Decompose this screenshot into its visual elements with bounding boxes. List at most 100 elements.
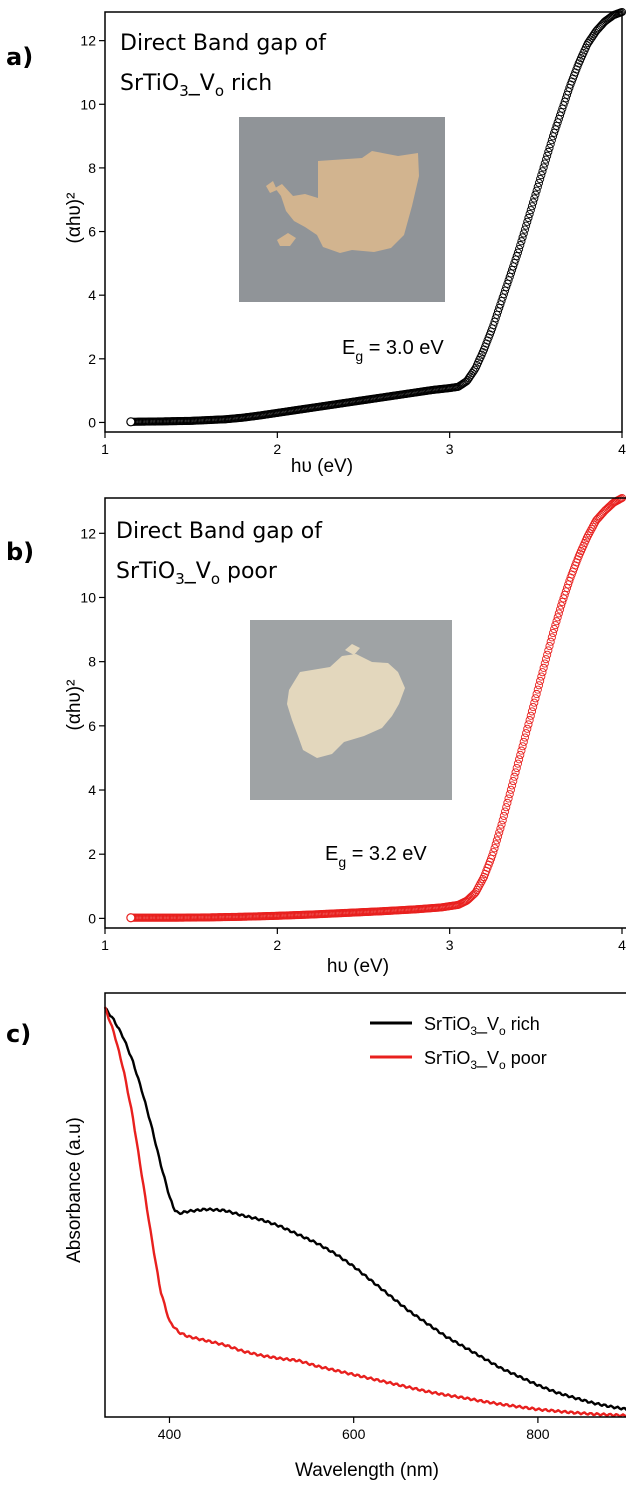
panel-b-data-point <box>554 609 563 618</box>
panel-a-ytick-label: 0 <box>88 414 96 430</box>
panel-a-data-point <box>522 221 531 230</box>
panel-a-data-point <box>502 283 511 292</box>
panel-a-ytick-label: 2 <box>88 351 96 367</box>
legend-label-poor: SrTiO3_Vo poor <box>424 1048 547 1072</box>
panel-b-data-point <box>562 583 572 592</box>
panel-a-xtick-label: 3 <box>446 441 454 457</box>
panel-a-data-point <box>501 286 510 295</box>
panel-a-data-point <box>527 202 537 211</box>
panel-b-data-point <box>499 811 508 820</box>
panel-a-data-point <box>511 255 520 264</box>
legend-poor-suffix: poor <box>506 1048 547 1068</box>
panel-c-xtick-label: 800 <box>526 1426 550 1442</box>
panel-a-data-point <box>548 132 558 141</box>
panel-b-title-mid: _V <box>184 559 211 584</box>
panel-c-series-poor-line <box>103 1006 626 1418</box>
panel-b-data-point <box>527 707 537 716</box>
panel-b-data-point <box>531 694 540 703</box>
panel-b-annotation-line1: Direct Band gap of <box>116 519 323 544</box>
panel-b-xticks: 1 2 3 4 <box>101 928 626 953</box>
panel-a-data-point <box>523 217 532 226</box>
panel-b-data-point <box>540 659 549 668</box>
panel-a-data-point <box>498 293 507 302</box>
panel-a-title-mid: _V <box>188 71 215 96</box>
panel-b-data-point <box>585 529 594 538</box>
panel-b-ytick-label: 12 <box>80 525 96 541</box>
panel-b-data-point <box>544 646 553 655</box>
panel-b-data-point <box>471 888 480 897</box>
panel-a-data-point <box>539 163 548 172</box>
panel-a-eg-value: = 3.0 eV <box>363 337 444 359</box>
panel-b-data-point <box>522 729 531 738</box>
panel-a-ytick-label: 4 <box>88 287 96 303</box>
panel-b-annotation-line2: SrTiO3_Vo poor <box>116 559 278 588</box>
panel-c-frame <box>104 992 626 1418</box>
panel-a-data-point <box>557 108 566 117</box>
panel-a-data-point <box>543 151 552 160</box>
legend-poor-sub2: o <box>499 1058 506 1072</box>
panel-b-data-point <box>534 681 544 690</box>
panel-b-data-point <box>529 702 538 712</box>
panel-a-title-suffix: rich <box>224 71 272 96</box>
panel-b-data-point <box>546 637 555 646</box>
panel-b-eg-sub: g <box>338 854 346 870</box>
panel-a-data-point <box>546 140 555 149</box>
panel-b-data-point <box>478 875 487 884</box>
panel-a-ytick-label: 12 <box>80 33 96 49</box>
panel-b-data-point <box>552 617 561 626</box>
panel-b-data-point <box>533 685 542 694</box>
panel-a-data-point <box>524 213 533 222</box>
panel-b-data-point <box>560 590 569 599</box>
panel-b-title-sub2: o <box>211 570 220 588</box>
panel-b-data-point <box>501 807 510 816</box>
panel-b-title-sub1: 3 <box>175 570 185 588</box>
panel-b-data-point <box>523 724 532 733</box>
panel-a-title-prefix: SrTiO <box>120 71 179 96</box>
panel-a-data-point <box>534 178 544 187</box>
panel-a-data-point <box>544 147 553 156</box>
panel-c-series-rich-line <box>104 1006 626 1412</box>
panel-b-data-point <box>584 531 593 540</box>
panel-b-data-point <box>530 698 539 707</box>
panel-a-data-point <box>518 233 527 242</box>
panel-a-x-axis-label: hυ (eV) <box>291 456 353 477</box>
panel-a-title-sub1: 3 <box>179 82 189 100</box>
panel-a-data-point <box>551 125 560 134</box>
panel-b-data-point <box>557 601 566 610</box>
panel-b-xtick-label: 1 <box>101 937 109 953</box>
panel-a-title-sub2: o <box>215 82 224 100</box>
panel-b-data-point <box>524 720 533 729</box>
panel-a-data-point <box>540 159 549 168</box>
panel-a-data-point <box>512 252 521 261</box>
panel-b-first-point <box>126 913 136 923</box>
panel-b-letter: b) <box>6 538 34 566</box>
panel-a-data-point <box>525 209 534 219</box>
panel-b-data-point <box>525 716 534 725</box>
panel-b-data-point <box>553 613 562 622</box>
panel-b-data-point <box>561 587 570 596</box>
panel-c-xticks: 400 600 800 <box>158 1417 550 1442</box>
panel-a-xtick-label: 1 <box>101 441 109 457</box>
panel-b-eg-prefix: E <box>325 843 338 865</box>
panel-a-annotation-line1: Direct Band gap of <box>120 31 327 56</box>
panel-b-data-point <box>498 816 507 825</box>
legend-rich-sub2: o <box>499 1024 506 1038</box>
panel-b-data-point <box>515 755 524 764</box>
panel-b-data-point <box>538 668 547 677</box>
panel-b-data-point <box>548 628 558 638</box>
panel-b-data-point <box>520 733 529 742</box>
legend-rich-prefix: SrTiO <box>424 1014 470 1034</box>
panel-b-data-point <box>504 794 513 803</box>
panel-b-data-point <box>550 625 559 634</box>
panel-c-letter: c) <box>6 1020 31 1048</box>
panel-b-data-point <box>506 785 515 794</box>
panel-b-data-point <box>475 881 484 890</box>
panel-c: c) 400 600 800 Wavelength (nm) Absorbance … <box>6 992 626 1481</box>
panel-b-data-point <box>496 824 505 833</box>
panel-a-data-point <box>582 41 591 50</box>
panel-a-ytick-label: 10 <box>80 96 96 112</box>
panel-c-x-axis-label: Wavelength (nm) <box>295 1460 439 1481</box>
panel-b-data-point <box>543 650 552 659</box>
